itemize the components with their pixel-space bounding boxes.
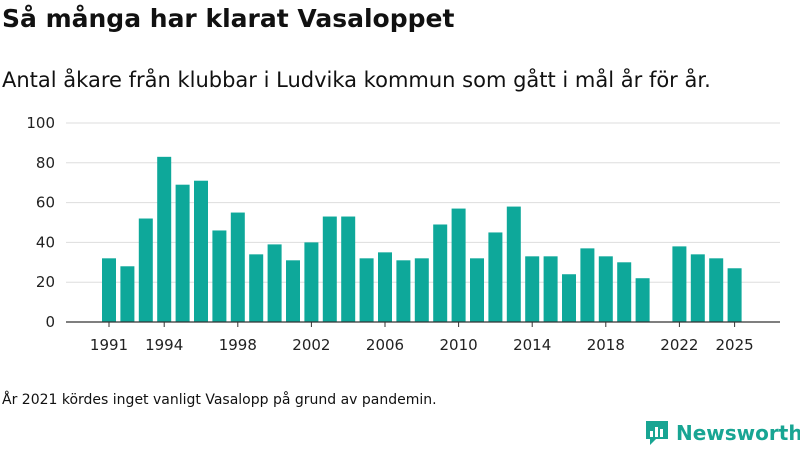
bar-2001 <box>286 260 300 322</box>
bar-2009 <box>433 224 448 322</box>
bar-2006 <box>378 252 392 322</box>
bars <box>102 156 742 322</box>
bar-2010 <box>451 208 466 322</box>
bar-2007 <box>396 260 411 322</box>
bar-1992 <box>120 266 135 322</box>
bar-2017 <box>580 248 595 322</box>
bar-2000 <box>267 244 282 322</box>
x-tick-label: 2006 <box>366 336 404 354</box>
bar-1996 <box>194 180 208 322</box>
bar-2015 <box>543 256 558 322</box>
bar-2014 <box>525 256 540 322</box>
footnote: År 2021 kördes inget vanligt Vasalopp på… <box>2 392 437 408</box>
bar-2011 <box>470 258 484 322</box>
bar-2008 <box>414 258 429 322</box>
bar-2023 <box>690 254 705 322</box>
bar-2004 <box>341 216 356 322</box>
bar-2003 <box>322 216 337 322</box>
bar-2016 <box>562 274 576 322</box>
x-tick-label: 1991 <box>90 336 128 354</box>
y-tick-label: 60 <box>36 194 55 212</box>
x-tick-label: 1998 <box>219 336 257 354</box>
bar-2025 <box>727 268 742 322</box>
bar-2020 <box>635 278 650 322</box>
bar-2022 <box>672 246 687 322</box>
bar-1997 <box>212 230 227 322</box>
x-tick-label: 2014 <box>513 336 551 354</box>
chart-title: Så många har klarat Vasaloppet <box>2 4 455 33</box>
x-tick-label: 2025 <box>716 336 754 354</box>
bar-1995 <box>175 184 190 322</box>
y-tick-label: 100 <box>26 114 55 132</box>
newsworthy-logo: Newsworthy <box>644 418 800 448</box>
bar-2024 <box>709 258 724 322</box>
bar-2012 <box>488 232 503 322</box>
bar-2019 <box>617 262 632 322</box>
bar-1994 <box>157 156 172 322</box>
bar-2018 <box>598 256 613 322</box>
y-tick-label: 20 <box>36 273 55 291</box>
bar-1999 <box>249 254 264 322</box>
x-tick-label: 2002 <box>292 336 330 354</box>
x-tick-label: 1994 <box>145 336 183 354</box>
x-tick-label: 2018 <box>587 336 625 354</box>
x-axis <box>66 321 780 327</box>
bar-chart: 0 20 40 60 80 100 1991 1994 1998 2002 2006 2010 201… <box>26 114 780 354</box>
bar-1998 <box>230 212 245 322</box>
x-tick-labels: 1991 1994 1998 2002 2006 2010 2014 2018 2022 2025 <box>90 336 754 354</box>
y-tick-label: 0 <box>45 313 55 331</box>
brand-name: Newsworthy <box>676 421 800 445</box>
bar-1993 <box>138 218 153 322</box>
bar-2002 <box>304 242 319 322</box>
y-tick-labels: 0 20 40 60 80 100 <box>26 114 55 331</box>
bar-1991 <box>102 258 116 322</box>
y-tick-label: 80 <box>36 154 55 172</box>
bar-2005 <box>359 258 374 322</box>
bar-2013 <box>506 206 521 322</box>
x-tick-label: 2022 <box>660 336 698 354</box>
x-tick-label: 2010 <box>440 336 478 354</box>
chart-subtitle: Antal åkare från klubbar i Ludvika kommu… <box>2 68 711 92</box>
y-tick-label: 40 <box>36 233 55 251</box>
newsworthy-logo-icon <box>646 421 668 445</box>
